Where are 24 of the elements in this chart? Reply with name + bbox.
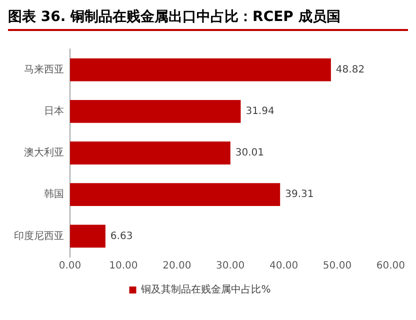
x-tick-label: 30.00 (216, 260, 245, 272)
x-tick-label: 40.00 (269, 260, 298, 272)
chart-title: 图表 36. 铜制品在贱金属出口中占比：RCEP 成员国 (8, 8, 408, 31)
data-label: 31.94 (246, 106, 274, 117)
y-tick-label: 日本 (44, 104, 64, 117)
y-tick-label: 韩国 (44, 188, 64, 200)
legend-label: 铜及其制品在贱金属中占比% (140, 284, 271, 296)
bar (70, 58, 331, 82)
bar (70, 100, 241, 123)
bar (70, 142, 230, 164)
y-tick-label: 印度尼西亚 (14, 230, 64, 242)
x-tick-label: 0.00 (58, 260, 82, 272)
data-label: 48.82 (336, 64, 365, 76)
x-tick-label: 60.00 (376, 260, 406, 272)
x-tick-label: 50.00 (322, 260, 352, 272)
bar (70, 224, 106, 248)
data-label: 6.63 (110, 230, 133, 242)
data-label: 39.31 (285, 189, 314, 200)
y-tick-label: 马来西亚 (24, 63, 64, 76)
y-tick-label: 澳大利亚 (24, 146, 64, 159)
x-tick-label: 20.00 (162, 260, 192, 272)
data-label: 30.01 (235, 148, 264, 159)
bar (70, 183, 280, 206)
x-tick-label: 10.00 (109, 260, 138, 272)
